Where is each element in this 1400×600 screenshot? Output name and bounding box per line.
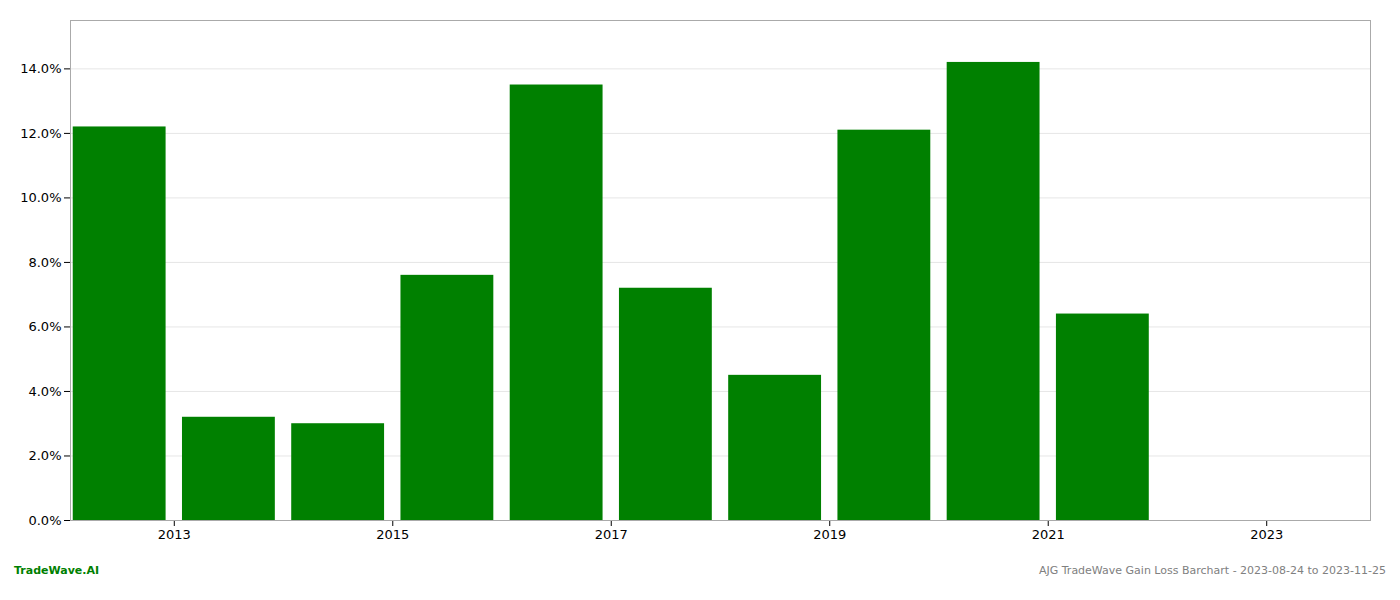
svg-text:2015: 2015: [376, 527, 409, 542]
svg-text:12.0%: 12.0%: [20, 126, 61, 141]
svg-text:2013: 2013: [158, 527, 191, 542]
svg-text:10.0%: 10.0%: [20, 190, 61, 205]
svg-text:0.0%: 0.0%: [28, 513, 61, 528]
svg-text:2.0%: 2.0%: [28, 448, 61, 463]
svg-text:14.0%: 14.0%: [20, 61, 61, 76]
svg-text:2019: 2019: [813, 527, 846, 542]
svg-text:6.0%: 6.0%: [28, 319, 61, 334]
svg-text:2017: 2017: [595, 527, 628, 542]
html-text:AJG TradeWave Gain Loss Barcha: AJG TradeWave Gain Loss Barchart - 2023-…: [1039, 564, 1386, 577]
svg-text:2023: 2023: [1250, 527, 1283, 542]
svg-text:2021: 2021: [1032, 527, 1065, 542]
svg-text:8.0%: 8.0%: [28, 255, 61, 270]
html-text:TradeWave.AI: TradeWave.AI: [14, 564, 100, 577]
svg-text:4.0%: 4.0%: [28, 384, 61, 399]
